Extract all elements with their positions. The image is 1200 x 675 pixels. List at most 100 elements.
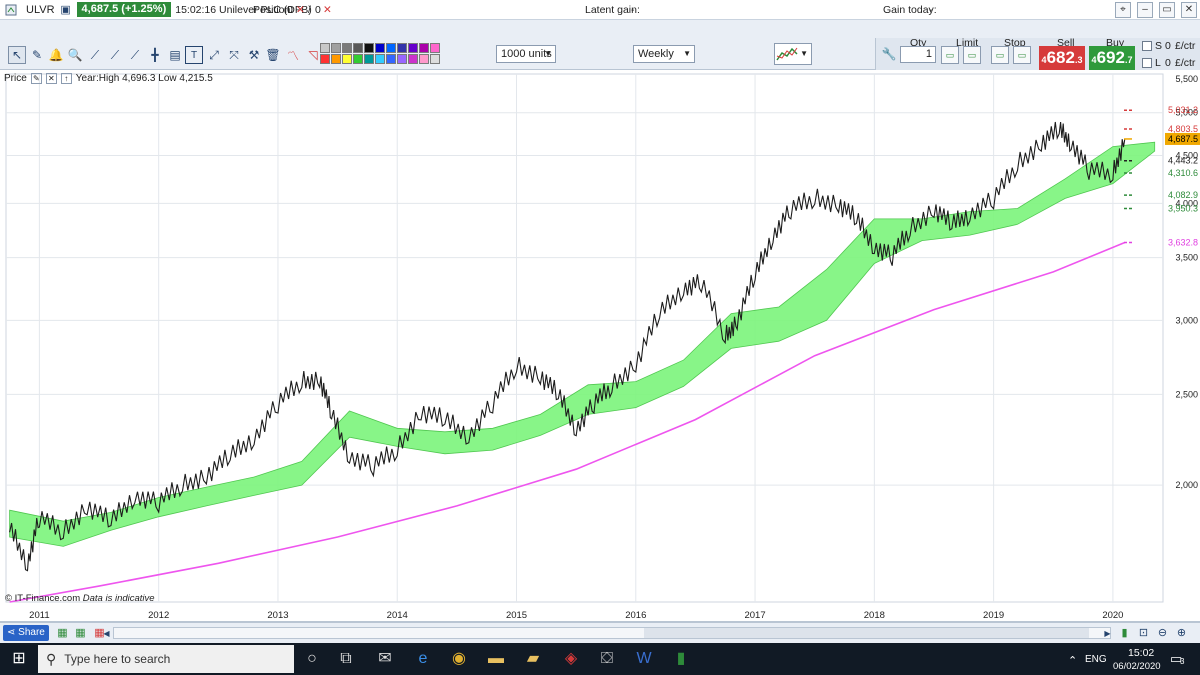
color-swatch-2[interactable] xyxy=(342,43,352,53)
color-swatch-19[interactable] xyxy=(408,54,418,64)
mail-icon[interactable]: ✉ xyxy=(378,650,392,667)
text-tool-icon[interactable]: T xyxy=(185,46,203,64)
trendline-icon[interactable]: ⟋ xyxy=(90,47,100,62)
folder-icon[interactable]: ▰ xyxy=(526,650,540,667)
alert-bell-icon[interactable]: 🔔 xyxy=(48,48,64,62)
fibonacci-icon[interactable]: ▤ xyxy=(169,48,181,62)
color-swatch-1[interactable] xyxy=(331,43,341,53)
task-view-icon[interactable]: ⧉ xyxy=(340,650,352,667)
zoom-chart-icon[interactable]: ▮ xyxy=(1121,627,1128,639)
ruler-icon[interactable]: ✎ xyxy=(31,48,43,62)
close-icon[interactable]: ✕ xyxy=(1181,2,1197,18)
cortana-icon[interactable]: ○ xyxy=(307,650,317,667)
price-chart[interactable]: Price ✎ ✕ ↑ Year:High 4,696.3 Low 4,215.… xyxy=(0,70,1200,622)
pattern-icon[interactable]: 〽 xyxy=(286,48,299,63)
chrome-icon[interactable]: ◉ xyxy=(452,650,466,667)
color-swatch-13[interactable] xyxy=(342,54,352,64)
limit-decrease-icon[interactable]: ▭ xyxy=(941,46,959,64)
cross-line-icon[interactable]: ⤧ xyxy=(229,47,239,62)
color-swatch-12[interactable] xyxy=(331,54,341,64)
instrument-symbol[interactable]: ULVR xyxy=(26,3,55,16)
color-swatch-9[interactable] xyxy=(419,43,429,53)
period-select[interactable]: Weekly ▼ xyxy=(633,45,695,63)
scroll-left-icon[interactable]: ◀ xyxy=(103,629,110,638)
wrench-icon[interactable]: ✎ xyxy=(30,73,42,84)
remove-icon[interactable]: ✕ xyxy=(45,73,57,84)
word-icon[interactable]: W xyxy=(636,650,652,667)
color-swatch-16[interactable] xyxy=(375,54,385,64)
color-swatch-3[interactable] xyxy=(353,43,363,53)
indicator-icon[interactable]: ↑ xyxy=(60,73,72,84)
file-explorer-icon[interactable]: ▬ xyxy=(488,650,504,667)
color-swatch-18[interactable] xyxy=(397,54,407,64)
chart-info-row: Price ✎ ✕ ↑ Year:High 4,696.3 Low 4,215.… xyxy=(4,73,213,84)
zoom-out-icon[interactable]: ⊖ xyxy=(1157,627,1168,639)
close-order-icon[interactable]: ✕ xyxy=(323,4,332,16)
x-tick-label: 2013 xyxy=(267,610,288,621)
close-position-icon[interactable]: ✕ xyxy=(296,4,305,16)
windows-start-icon[interactable]: ⊞ xyxy=(12,650,26,667)
taskbar-search[interactable]: ⚲ Type here to search xyxy=(38,645,294,673)
app-icon[interactable]: ◈ xyxy=(564,650,578,667)
extended-line-icon[interactable]: ⟋ xyxy=(130,47,140,62)
minimize-icon[interactable]: – xyxy=(1137,2,1153,18)
triangle-icon[interactable]: ◹ xyxy=(308,48,318,62)
zoom-in-icon[interactable]: ⊕ xyxy=(1176,627,1187,639)
wrench-icon[interactable]: 🔧 xyxy=(881,47,897,61)
color-swatch-17[interactable] xyxy=(386,54,396,64)
color-swatch-15[interactable] xyxy=(364,54,374,64)
trash-icon[interactable]: 🗑 xyxy=(265,48,281,62)
vertical-line-icon[interactable]: ╋ xyxy=(151,48,159,62)
color-swatch-7[interactable] xyxy=(397,43,407,53)
tray-chevron-icon[interactable]: ⌃ xyxy=(1068,655,1078,667)
color-swatch-10[interactable] xyxy=(430,43,440,53)
color-swatch-11[interactable] xyxy=(320,54,330,64)
color-swatch-14[interactable] xyxy=(353,54,363,64)
compare-icon[interactable]: ▦ xyxy=(94,627,105,639)
grid-icon[interactable]: ▦ xyxy=(75,627,86,639)
qty-input[interactable]: 1 xyxy=(900,46,936,63)
edge-icon[interactable]: e xyxy=(418,650,428,667)
buy-button[interactable]: 4 692 .7 xyxy=(1089,46,1135,70)
color-swatch-8[interactable] xyxy=(408,43,418,53)
position-label: Position: xyxy=(253,4,294,16)
notification-icon[interactable]: ▭ xyxy=(1170,651,1183,666)
scroll-right-icon[interactable]: ▶ xyxy=(1104,629,1111,638)
limit-increase-icon[interactable]: ▭ xyxy=(963,46,981,64)
language-indicator[interactable]: ENG xyxy=(1085,654,1107,665)
sell-button[interactable]: 4 682 .3 xyxy=(1039,46,1085,70)
units-select[interactable]: 1000 units ▼ xyxy=(496,45,556,63)
color-swatch-5[interactable] xyxy=(375,43,385,53)
zoom-fit-icon[interactable]: ⊡ xyxy=(1138,627,1149,639)
zoom-icon[interactable]: 🔍 xyxy=(67,48,83,62)
price-tag-label: 4,803.5 xyxy=(1168,124,1198,134)
channel-icon[interactable]: ⤢ xyxy=(209,47,219,62)
hammer-icon[interactable]: ⚒ xyxy=(248,48,260,62)
window-icon[interactable] xyxy=(0,0,22,20)
short-checkbox[interactable] xyxy=(1142,41,1152,51)
units-select-value: 1000 units xyxy=(501,48,552,60)
color-swatch-4[interactable] xyxy=(364,43,374,53)
maximize-icon[interactable]: ▭ xyxy=(1159,2,1175,18)
color-swatch-21[interactable] xyxy=(430,54,440,64)
trading-app-icon[interactable]: ▮ xyxy=(676,650,686,667)
ray-line-icon[interactable]: ⟋ xyxy=(110,47,120,62)
scrollbar-thumb[interactable] xyxy=(644,628,1089,638)
pin-icon[interactable]: ⌖ xyxy=(1115,2,1131,18)
chart-type-select[interactable]: ▼ xyxy=(774,43,812,65)
clock-date[interactable]: 06/02/2020 xyxy=(1113,661,1161,672)
color-swatch-0[interactable] xyxy=(320,43,330,53)
cursor-icon[interactable]: ↖ xyxy=(8,46,26,64)
color-swatch-20[interactable] xyxy=(419,54,429,64)
color-swatch-6[interactable] xyxy=(386,43,396,53)
long-checkbox[interactable] xyxy=(1142,58,1152,68)
share-button[interactable]: ⋖ Share xyxy=(3,625,49,641)
stop-increase-icon[interactable]: ▭ xyxy=(1013,46,1031,64)
store-icon[interactable]: ⛋ xyxy=(600,650,614,667)
layout-icon[interactable]: ▦ xyxy=(57,627,68,639)
stop-decrease-icon[interactable]: ▭ xyxy=(991,46,1009,64)
horizontal-scrollbar[interactable] xyxy=(113,627,1111,639)
short-label: S xyxy=(1155,40,1163,52)
clock-time[interactable]: 15:02 xyxy=(1128,647,1155,659)
instrument-menu-icon[interactable]: ▣ xyxy=(60,4,71,16)
